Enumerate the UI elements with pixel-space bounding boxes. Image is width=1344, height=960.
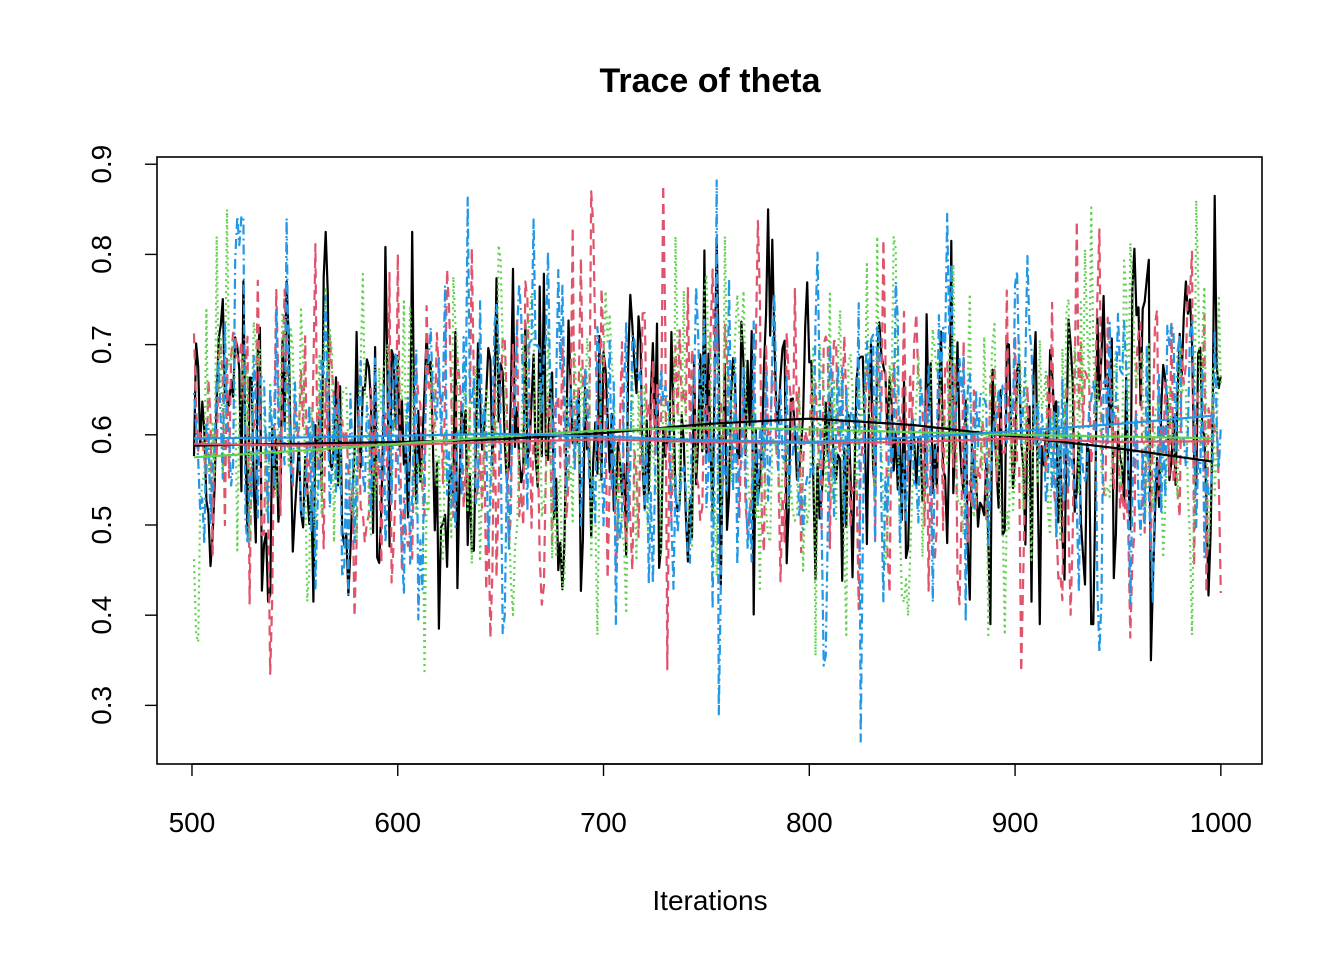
smooth-series-line	[193, 414, 1213, 443]
y-tick-label: 0.5	[86, 506, 117, 545]
trace-series-line	[192, 183, 1222, 675]
trace-series-line	[192, 199, 1222, 673]
x-tick-label: 900	[992, 807, 1039, 838]
x-tick-label: 1000	[1190, 807, 1252, 838]
trace-lines	[192, 179, 1222, 743]
x-axis-label: Iterations	[652, 885, 767, 916]
y-tick-label: 0.8	[86, 235, 117, 274]
x-tick-label: 500	[169, 807, 216, 838]
chart-title: Trace of theta	[599, 62, 821, 100]
y-tick-label: 0.9	[86, 145, 117, 184]
x-tick-label: 800	[786, 807, 833, 838]
y-tick-label: 0.3	[86, 686, 117, 725]
x-axis: 500 600 700 800 900 1000	[169, 763, 1252, 838]
trace-series-line	[192, 179, 1222, 743]
y-tick-label: 0.7	[86, 325, 117, 364]
x-tick-label: 600	[374, 807, 421, 838]
y-tick-label: 0.4	[86, 596, 117, 635]
y-tick-label: 0.6	[86, 415, 117, 454]
smooth-lines	[193, 414, 1213, 463]
y-axis: 0.3 0.4 0.5 0.6 0.7 0.8 0.9	[86, 145, 157, 725]
x-tick-label: 700	[580, 807, 627, 838]
smooth-series-line	[193, 437, 1213, 447]
trace-series-line	[192, 194, 1222, 662]
smooth-series-line	[193, 426, 1213, 459]
